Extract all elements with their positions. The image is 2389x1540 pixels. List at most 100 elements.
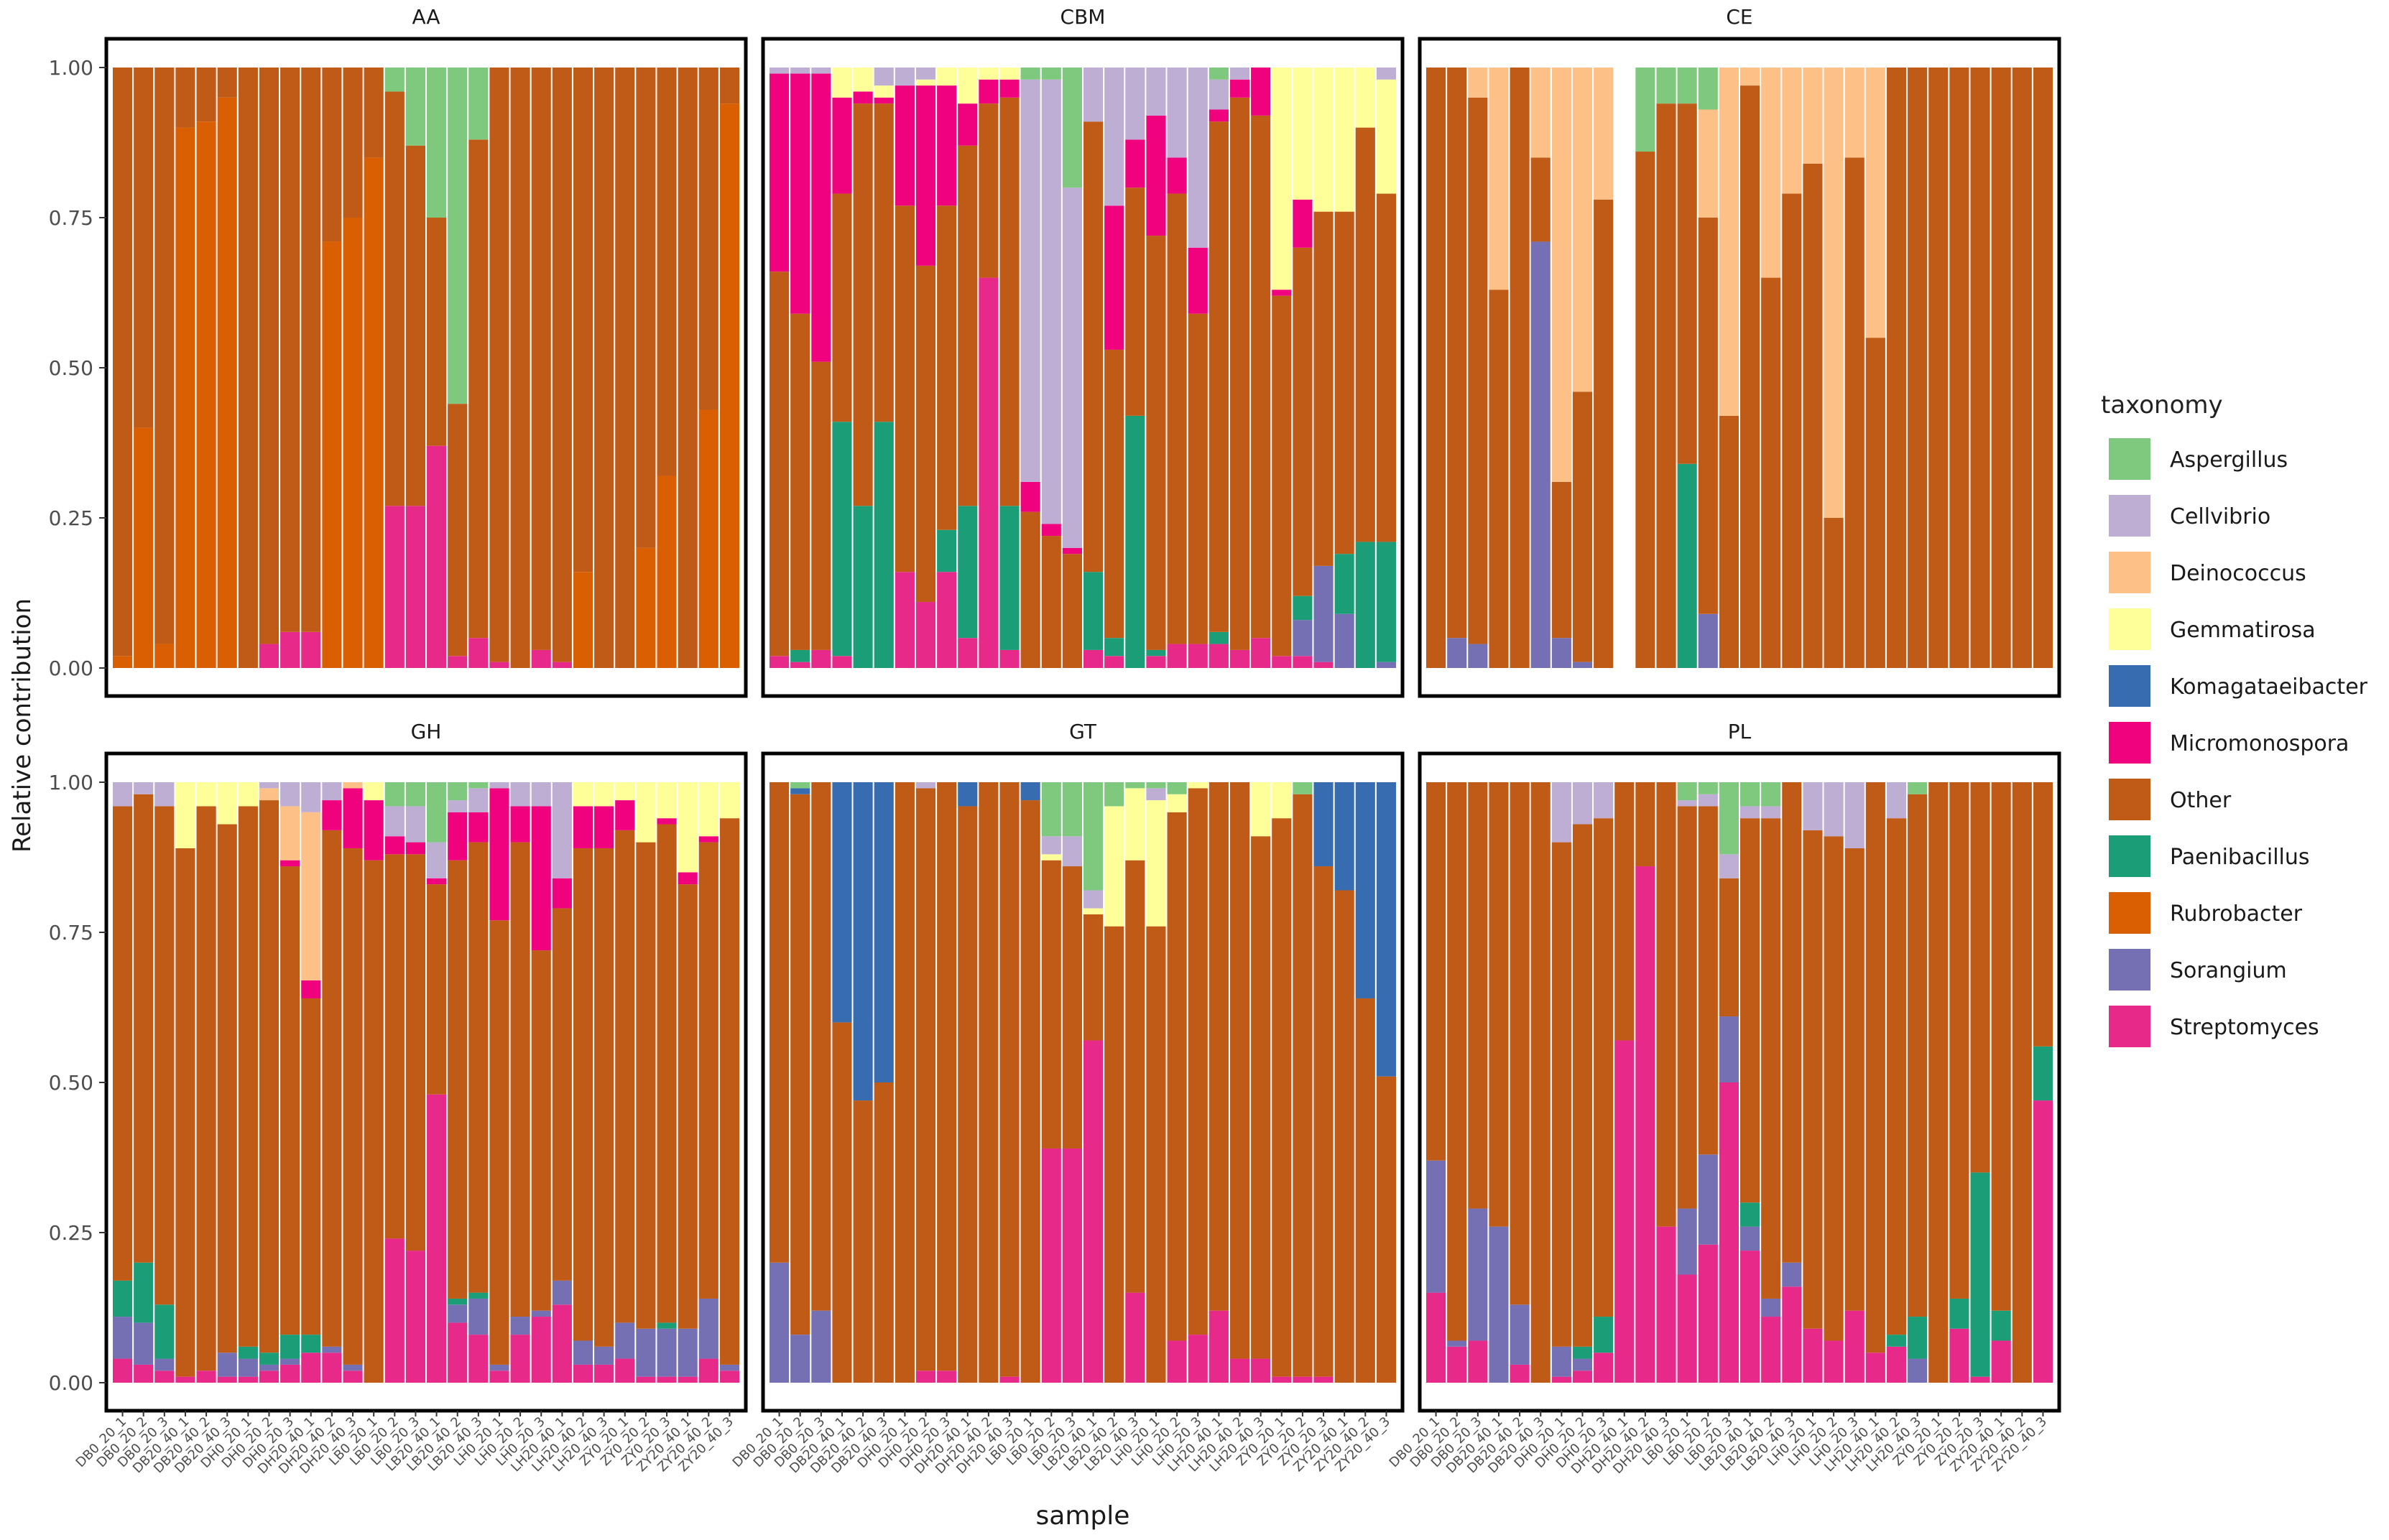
bar-segment-streptomyces-gh-10: [301, 1353, 321, 1383]
bar-segment-aspergillus-gh-18: [468, 782, 489, 789]
bar-segment-aspergillus-aa-15: [405, 68, 425, 146]
bar-segment-gemmatirosa-gh-5: [196, 782, 216, 807]
bar-segment-other-cbm-25: [1272, 295, 1292, 657]
bar-segment-deinococcus-ce-6: [1530, 68, 1551, 158]
bar-segment-micromonospora-gh-29: [698, 836, 718, 843]
y-axis-top: 0.00 0.25 0.50 0.75 1.00: [49, 56, 106, 680]
bar-segment-other-aa-21: [531, 68, 551, 650]
panel-frame-pl: [1418, 751, 2061, 1413]
bar-segment-other-pl-2: [1447, 782, 1467, 1341]
bar-segment-streptomyces-pl-23: [1886, 1346, 1907, 1383]
bar-segment-aspergillus-pl-16: [1740, 782, 1760, 807]
bar-segment-micromonospora-gh-22: [552, 878, 572, 909]
bar-segment-other-gh-5: [196, 806, 216, 1371]
bar-segment-micromonospora-cbm-23: [1229, 79, 1250, 98]
bar-segment-deinococcus-gh-12: [343, 782, 363, 789]
bar-segment-streptomyces-aa-22: [552, 662, 572, 668]
y-axis-bottom: 0.00 0.25 0.50 0.75 1.00: [49, 771, 106, 1395]
bar-segment-cellvibrio-gh-15: [405, 806, 425, 843]
bar-segment-other-aa-30: [719, 68, 739, 104]
bar-segment-gemmatirosa-gh-13: [364, 782, 384, 801]
bar-segment-sorangium-gh-29: [698, 1298, 718, 1359]
bar-segment-gemmatirosa-gh-28: [678, 782, 698, 873]
bar-segment-other-aa-6: [217, 68, 237, 98]
bar-segment-other-pl-22: [1865, 782, 1885, 1353]
panel-frame-cbm: [761, 37, 1405, 698]
bar-segment-other-gh-15: [405, 854, 425, 1251]
facet-panel-ce: CE: [1418, 5, 2061, 698]
bar-segment-aspergillus-pl-17: [1761, 782, 1781, 807]
bar-segment-other-gh-4: [175, 848, 195, 1377]
bar-segment-other-ce-8: [1572, 391, 1593, 662]
bar-segment-paenibacillus-ce-13: [1677, 463, 1697, 668]
bar-segment-other-gt-30: [1376, 1076, 1396, 1383]
bar-segment-streptomyces-gt-9: [937, 1370, 957, 1383]
bar-segment-micromonospora-gh-21: [531, 806, 551, 951]
facet-panel-pl: PL: [1418, 720, 2061, 1413]
bar-segment-other-gt-27: [1313, 866, 1334, 1377]
bar-segment-paenibacillus-cbm-2: [790, 649, 810, 662]
bar-segment-paenibacillus-pl-27: [1970, 1172, 1990, 1377]
bar-segment-gemmatirosa-gh-23: [573, 782, 593, 807]
bar-segment-sorangium-ce-8: [1572, 662, 1593, 668]
bar-segment-komagataeibacter-gt-4: [832, 782, 852, 1023]
x-axis-tick-labels: DB0_20_1DB0_20_2DB0_20_3DB20_40_1DB20_40…: [73, 1411, 2050, 1477]
bar-group-ce: [1426, 68, 2053, 669]
bar-segment-other-cbm-19: [1146, 236, 1166, 650]
bar-segment-other-gt-24: [1251, 836, 1271, 1359]
bar-segment-rubrobacter-aa-3: [154, 644, 175, 668]
bar-segment-other-aa-28: [678, 68, 698, 668]
bar-segment-other-gh-8: [259, 800, 279, 1353]
bar-segment-gemmatirosa-gh-6: [217, 782, 237, 825]
bar-segment-streptomyces-gt-18: [1125, 1292, 1145, 1383]
bar-segment-aspergillus-pl-15: [1719, 782, 1739, 855]
bar-segment-micromonospora-gh-15: [405, 842, 425, 855]
bar-segment-streptomyces-gh-25: [615, 1358, 635, 1383]
y-tick-label: 1.00: [49, 56, 93, 80]
facet-panel-cbm: CBM: [761, 5, 1405, 698]
bar-segment-deinococcus-ce-14: [1698, 109, 1718, 218]
bar-segment-streptomyces-gh-7: [238, 1376, 258, 1383]
bar-segment-streptomyces-pl-27: [1970, 1376, 1990, 1383]
bar-segment-other-gt-14: [1041, 860, 1061, 1149]
bar-segment-other-gt-17: [1104, 926, 1124, 1383]
bar-segment-streptomyces-pl-7: [1551, 1376, 1571, 1383]
bar-segment-gemmatirosa-gh-26: [636, 782, 656, 843]
bar-segment-micromonospora-cbm-1: [770, 73, 790, 272]
bar-segment-streptomyces-pl-9: [1594, 1353, 1614, 1383]
bar-segment-other-aa-27: [657, 68, 677, 476]
bar-segment-cellvibrio-cbm-18: [1125, 68, 1145, 140]
bar-segment-streptomyces-gh-23: [573, 1364, 593, 1383]
bar-segment-other-gt-8: [915, 788, 936, 1371]
bar-segment-cellvibrio-pl-21: [1844, 782, 1864, 848]
bar-segment-aspergillus-gt-14: [1041, 782, 1061, 837]
bar-segment-streptomyces-pl-26: [1949, 1328, 1969, 1383]
bar-segment-cellvibrio-gh-8: [259, 782, 279, 789]
bar-segment-other-aa-2: [134, 68, 154, 428]
bar-segment-other-gh-12: [343, 848, 363, 1365]
bar-segment-deinococcus-ce-7: [1551, 68, 1571, 482]
bar-segment-cellvibrio-cbm-6: [874, 68, 894, 86]
bar-segment-other-ce-2: [1447, 68, 1467, 639]
bar-segment-aspergillus-gh-15: [405, 782, 425, 807]
bar-segment-streptomyces-gh-2: [134, 1364, 154, 1383]
bar-segment-streptomyces-gh-12: [343, 1370, 363, 1383]
bar-segment-other-gh-1: [113, 806, 133, 1281]
legend-label-streptomyces: Streptomyces: [2170, 1015, 2319, 1040]
bar-segment-sorangium-gh-24: [594, 1346, 614, 1365]
bar-segment-other-aa-10: [301, 68, 321, 632]
bar-segment-other-gh-19: [489, 920, 509, 1365]
bar-segment-aspergillus-gt-26: [1293, 782, 1313, 794]
bar-segment-sorangium-gh-1: [113, 1317, 133, 1359]
bar-segment-other-pl-14: [1698, 806, 1718, 1155]
bar-segment-streptomyces-cbm-20: [1167, 644, 1187, 668]
bar-segment-micromonospora-gh-17: [448, 812, 468, 861]
bar-segment-streptomyces-pl-12: [1656, 1226, 1676, 1383]
bar-segment-aspergillus-pl-14: [1698, 782, 1718, 794]
bar-segment-other-gh-20: [510, 842, 530, 1317]
bar-segment-paenibacillus-cbm-28: [1334, 554, 1354, 614]
bar-segment-other-cbm-12: [999, 97, 1020, 506]
bar-segment-paenibacillus-cbm-30: [1376, 542, 1396, 662]
bar-segment-micromonospora-cbm-17: [1104, 205, 1124, 350]
bar-segment-sorangium-cbm-26: [1293, 620, 1313, 657]
